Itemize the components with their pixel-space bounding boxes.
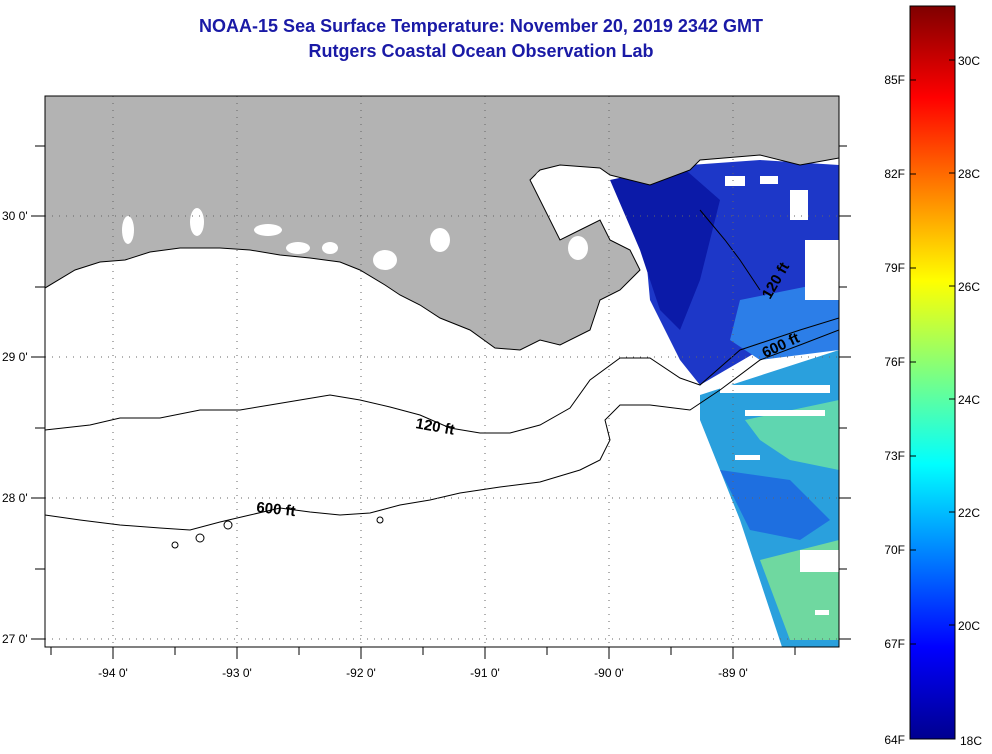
sst-swath-coastal-dark <box>610 165 720 330</box>
cloud-patch <box>805 240 839 300</box>
lake <box>254 224 282 236</box>
lake <box>373 250 397 270</box>
contour-island <box>223 520 233 530</box>
sst-swath-mid <box>720 470 830 540</box>
graticule <box>45 96 839 647</box>
contour-label-120ft: 120 ft <box>414 415 456 439</box>
lat-label: 28 0' <box>2 491 28 505</box>
colorbar-f-label: 85F <box>884 73 905 87</box>
cloud-patch <box>815 610 829 615</box>
colorbar-c-label: 20C <box>958 619 980 633</box>
contour-120ft <box>45 317 839 434</box>
lon-label: -90 0' <box>594 666 624 680</box>
lake <box>122 216 134 244</box>
lake <box>568 236 588 260</box>
colorbar-f-label: 70F <box>884 543 905 557</box>
lake <box>190 208 204 236</box>
land-mass <box>45 96 839 351</box>
colorbar <box>909 5 956 740</box>
colorbar-c-label: 30C <box>958 54 980 68</box>
colorbar-f-label: 67F <box>884 637 905 651</box>
lon-label: -91 0' <box>470 666 500 680</box>
cloud-patch <box>790 190 808 220</box>
colorbar-f-label: 64F <box>884 733 905 747</box>
cloud-patch <box>725 176 745 186</box>
lon-label: -92 0' <box>346 666 376 680</box>
cloud-patch <box>760 176 778 184</box>
colorbar-f-label: 76F <box>884 355 905 369</box>
colorbar-f-label: 82F <box>884 167 905 181</box>
chart-title: NOAA-15 Sea Surface Temperature: Novembe… <box>199 16 763 36</box>
lake <box>322 242 338 254</box>
contour-600ft <box>45 329 839 531</box>
lon-label: -94 0' <box>98 666 128 680</box>
lake <box>535 170 555 186</box>
contour-label-600ft: 600 ft <box>256 499 297 520</box>
cloud-patch <box>735 455 760 460</box>
lat-label: 27 0' <box>2 632 28 646</box>
colorbar-f-label: 79F <box>884 261 905 275</box>
cloud-patch <box>800 550 839 572</box>
lake <box>430 228 450 252</box>
colorbar-c-label: 18C <box>960 734 982 748</box>
colorbar-f-label: 73F <box>884 449 905 463</box>
colorbar-c-label: 28C <box>958 167 980 181</box>
colorbar-c-label: 26C <box>958 280 980 294</box>
lon-label: -93 0' <box>222 666 252 680</box>
lat-label: 29 0' <box>2 350 28 364</box>
cloud-patch <box>745 410 825 416</box>
axis-ticks <box>31 145 851 659</box>
colorbar-c-label: 24C <box>958 393 980 407</box>
contour-island <box>376 516 384 524</box>
lake <box>552 170 608 210</box>
map-frame <box>44 95 840 648</box>
lon-label: -89 0' <box>718 666 748 680</box>
sst-swath-warm-patch <box>745 400 839 470</box>
chart-subtitle: Rutgers Coastal Ocean Observation Lab <box>308 41 654 61</box>
cloud-patch <box>720 385 830 393</box>
contour-island <box>195 533 205 543</box>
colorbar-ticks <box>910 59 955 645</box>
lake <box>286 242 310 254</box>
contour-island <box>171 541 179 549</box>
colorbar-c-label: 22C <box>958 506 980 520</box>
lat-label: 30 0' <box>2 209 28 223</box>
